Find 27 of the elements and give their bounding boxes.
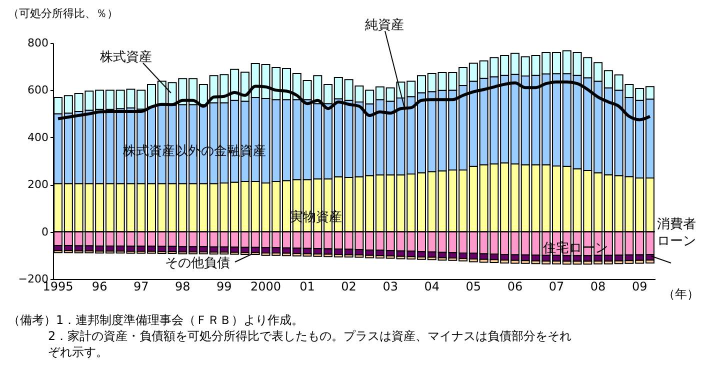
x-tick-label: 02 — [341, 280, 356, 294]
y-tick-label: 600 — [28, 84, 48, 97]
series-label: 消費者ローン — [657, 217, 696, 249]
y-tick-label: 0 — [42, 225, 48, 238]
x-tick-label: 06 — [507, 280, 523, 294]
x-tick-label: 09 — [632, 280, 648, 294]
x-tick-label: 97 — [133, 280, 149, 294]
x-axis-title: （年） — [663, 287, 699, 301]
x-tick-label: 08 — [590, 280, 606, 294]
x-tick-label: 04 — [424, 280, 440, 294]
x-tick-label: 01 — [300, 280, 315, 294]
text: （備考）1．連邦制度準備理事会（ＦＲＢ）より作成。 — [8, 313, 304, 327]
text: 2．家計の資産・負債額を可処分所得比で表したもの。プラスは資産、マイナスは負債部分をそれぞれ示す。 — [48, 329, 572, 359]
series-label: 株式資産 — [99, 49, 152, 65]
y-tick-label: 200 — [28, 178, 48, 192]
y-tick-label: 400 — [28, 130, 48, 144]
y-axis-title: （可処分所得比、％） — [8, 7, 118, 20]
x-tick-label: 99 — [216, 280, 232, 294]
x-tick-label: 05 — [466, 280, 482, 294]
text: 純資産 — [365, 17, 404, 33]
x-tick-label: 98 — [175, 280, 190, 294]
x-tick-label: 03 — [382, 280, 398, 294]
legend-label: その他負債 — [165, 256, 230, 271]
y-tick-label: 800 — [28, 36, 48, 50]
x-tick-label: 2000 — [250, 280, 282, 294]
x-tick-label: 07 — [548, 280, 564, 294]
x-tick-label: 96 — [92, 280, 108, 294]
